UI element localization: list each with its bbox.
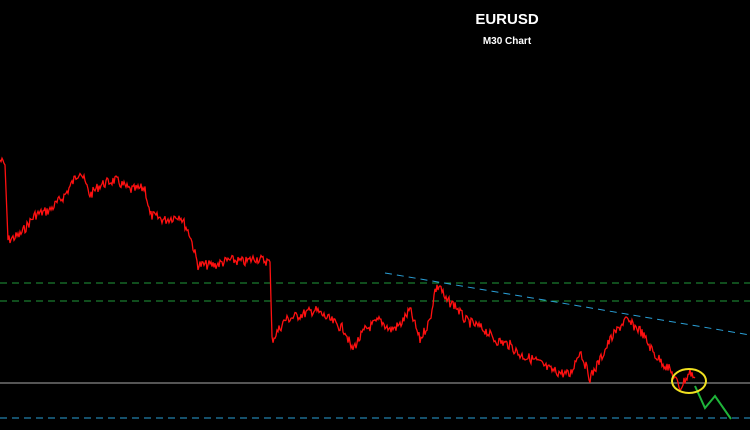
projection-arrow [694, 385, 732, 420]
trend-line [384, 272, 750, 336]
chart-title: EURUSD [475, 11, 539, 28]
chart-subtitle: M30 Chart [483, 36, 532, 47]
price-line [0, 156, 696, 392]
highlight-circle [671, 368, 707, 394]
